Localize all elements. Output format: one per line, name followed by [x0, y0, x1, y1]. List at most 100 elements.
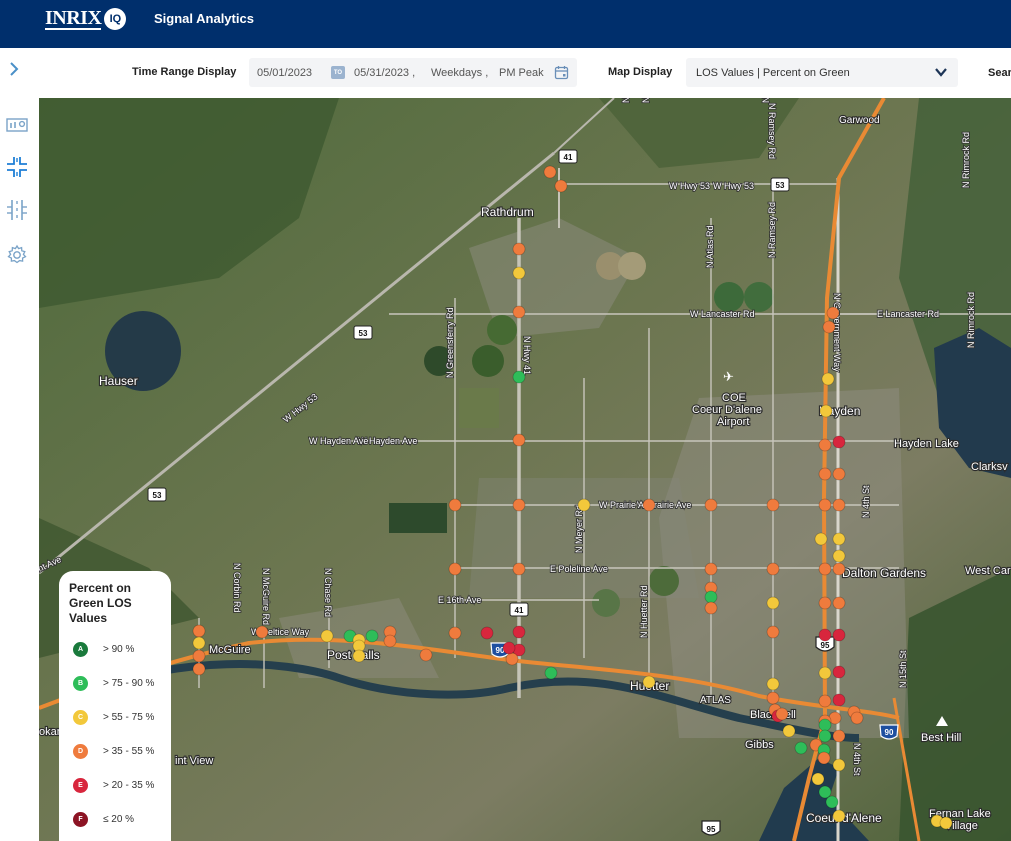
dashboard-icon[interactable]	[6, 114, 28, 136]
route-shield-number: 95	[707, 825, 716, 834]
signal-marker-los-d[interactable]	[818, 498, 832, 512]
signal-marker-los-d[interactable]	[818, 467, 832, 481]
signal-marker-los-d[interactable]	[766, 562, 780, 576]
signal-marker-los-c[interactable]	[577, 498, 591, 512]
signal-marker-los-c[interactable]	[782, 724, 796, 738]
signal-marker-los-b[interactable]	[818, 718, 832, 732]
signal-marker-los-d[interactable]	[775, 707, 789, 721]
signal-marker-los-c[interactable]	[832, 809, 846, 823]
signal-marker-los-d[interactable]	[832, 729, 846, 743]
signal-marker-los-c[interactable]	[320, 629, 334, 643]
signal-marker-los-d[interactable]	[448, 498, 462, 512]
place-label: Clarksv	[971, 461, 1008, 473]
signal-marker-los-c[interactable]	[192, 636, 206, 650]
intersection-icon[interactable]	[6, 156, 28, 178]
app-title: Signal Analytics	[154, 11, 254, 26]
inrix-logo[interactable]: INRIX IQ	[45, 7, 127, 31]
signal-marker-los-c[interactable]	[642, 675, 656, 689]
signal-marker-los-b[interactable]	[512, 370, 526, 384]
signal-marker-los-d[interactable]	[512, 242, 526, 256]
signal-marker-los-d[interactable]	[832, 562, 846, 576]
calendar-icon[interactable]	[554, 65, 569, 83]
signal-marker-los-e[interactable]	[832, 435, 846, 449]
route-shield-number: 41	[515, 606, 524, 615]
signal-marker-los-b[interactable]	[818, 785, 832, 799]
signal-marker-los-d[interactable]	[704, 562, 718, 576]
street-label: W Seltice Way	[251, 627, 310, 637]
signal-marker-los-b[interactable]	[365, 629, 379, 643]
signal-marker-los-d[interactable]	[512, 562, 526, 576]
signal-marker-los-d[interactable]	[817, 751, 831, 765]
signal-marker-los-c[interactable]	[818, 666, 832, 680]
signal-marker-los-d[interactable]	[832, 596, 846, 610]
signal-marker-los-d[interactable]	[192, 662, 206, 676]
signal-marker-los-d[interactable]	[512, 305, 526, 319]
signal-marker-los-d[interactable]	[818, 596, 832, 610]
street-label: N Huetter Rd	[641, 98, 651, 103]
signal-marker-los-c[interactable]	[819, 404, 833, 418]
place-label: Rathdrum	[481, 205, 534, 219]
signal-marker-los-d[interactable]	[704, 498, 718, 512]
signal-marker-los-c[interactable]	[814, 532, 828, 546]
signal-marker-los-d[interactable]	[192, 624, 206, 638]
map-display-select[interactable]: LOS Values | Percent on Green	[686, 58, 958, 87]
gear-icon[interactable]	[6, 244, 28, 266]
signal-marker-los-c[interactable]	[832, 532, 846, 546]
signal-marker-los-b[interactable]	[794, 741, 808, 755]
chevron-right-icon[interactable]	[9, 62, 19, 81]
signal-marker-los-c[interactable]	[832, 549, 846, 563]
place-label: okan	[39, 726, 63, 738]
signal-marker-los-b[interactable]	[825, 795, 839, 809]
signal-marker-los-c[interactable]	[512, 266, 526, 280]
signal-marker-los-e[interactable]	[512, 625, 526, 639]
signal-marker-los-c[interactable]	[766, 596, 780, 610]
signal-marker-los-d[interactable]	[448, 626, 462, 640]
signal-marker-los-e[interactable]	[832, 628, 846, 642]
corridor-icon[interactable]	[6, 199, 28, 221]
signal-marker-los-d[interactable]	[818, 562, 832, 576]
signal-marker-los-b[interactable]	[704, 590, 718, 604]
signal-marker-los-d[interactable]	[766, 625, 780, 639]
signal-marker-los-d[interactable]	[766, 498, 780, 512]
signal-marker-los-c[interactable]	[832, 758, 846, 772]
signal-marker-los-d[interactable]	[704, 601, 718, 615]
signal-marker-los-d[interactable]	[505, 652, 519, 666]
signal-marker-los-b[interactable]	[544, 666, 558, 680]
signal-marker-los-d[interactable]	[512, 498, 526, 512]
route-shield-number: 90	[885, 728, 894, 737]
signal-marker-los-c[interactable]	[811, 772, 825, 786]
signal-marker-los-c[interactable]	[766, 677, 780, 691]
date-range-picker[interactable]: 05/01/2023 TO 05/31/2023 , Weekdays , PM…	[249, 58, 577, 87]
signal-marker-los-d[interactable]	[832, 498, 846, 512]
signal-marker-los-d[interactable]	[512, 433, 526, 447]
signal-marker-los-b[interactable]	[818, 729, 832, 743]
signal-marker-los-d[interactable]	[850, 711, 864, 725]
place-label: Hayden Lake	[894, 438, 959, 450]
signal-marker-los-d[interactable]	[448, 562, 462, 576]
signal-marker-los-d[interactable]	[818, 694, 832, 708]
signal-marker-los-d[interactable]	[826, 306, 840, 320]
signal-marker-los-d[interactable]	[419, 648, 433, 662]
signal-marker-los-e[interactable]	[832, 693, 846, 707]
signal-marker-los-c[interactable]	[939, 816, 953, 830]
signal-marker-los-d[interactable]	[255, 625, 269, 639]
hauser-lake	[105, 311, 181, 391]
signal-marker-los-e[interactable]	[832, 665, 846, 679]
signal-marker-los-e[interactable]	[502, 641, 516, 655]
signal-marker-los-d[interactable]	[818, 438, 832, 452]
signal-marker-los-d[interactable]	[554, 179, 568, 193]
signal-marker-los-e[interactable]	[480, 626, 494, 640]
signal-marker-los-d[interactable]	[766, 691, 780, 705]
signal-marker-los-c[interactable]	[821, 372, 835, 386]
signal-marker-los-c[interactable]	[352, 649, 366, 663]
satellite-map[interactable]: Garwood Rathdrum Hauser Hayden Hayden Lake Cl…	[39, 98, 1011, 841]
signal-marker-los-d[interactable]	[832, 467, 846, 481]
signal-marker-los-d[interactable]	[192, 649, 206, 663]
signal-marker-los-d[interactable]	[822, 320, 836, 334]
signal-marker-los-d[interactable]	[383, 634, 397, 648]
signal-marker-los-d[interactable]	[642, 498, 656, 512]
signal-marker-los-d[interactable]	[543, 165, 557, 179]
signal-marker-los-e[interactable]	[818, 628, 832, 642]
crop-circle	[592, 589, 620, 617]
